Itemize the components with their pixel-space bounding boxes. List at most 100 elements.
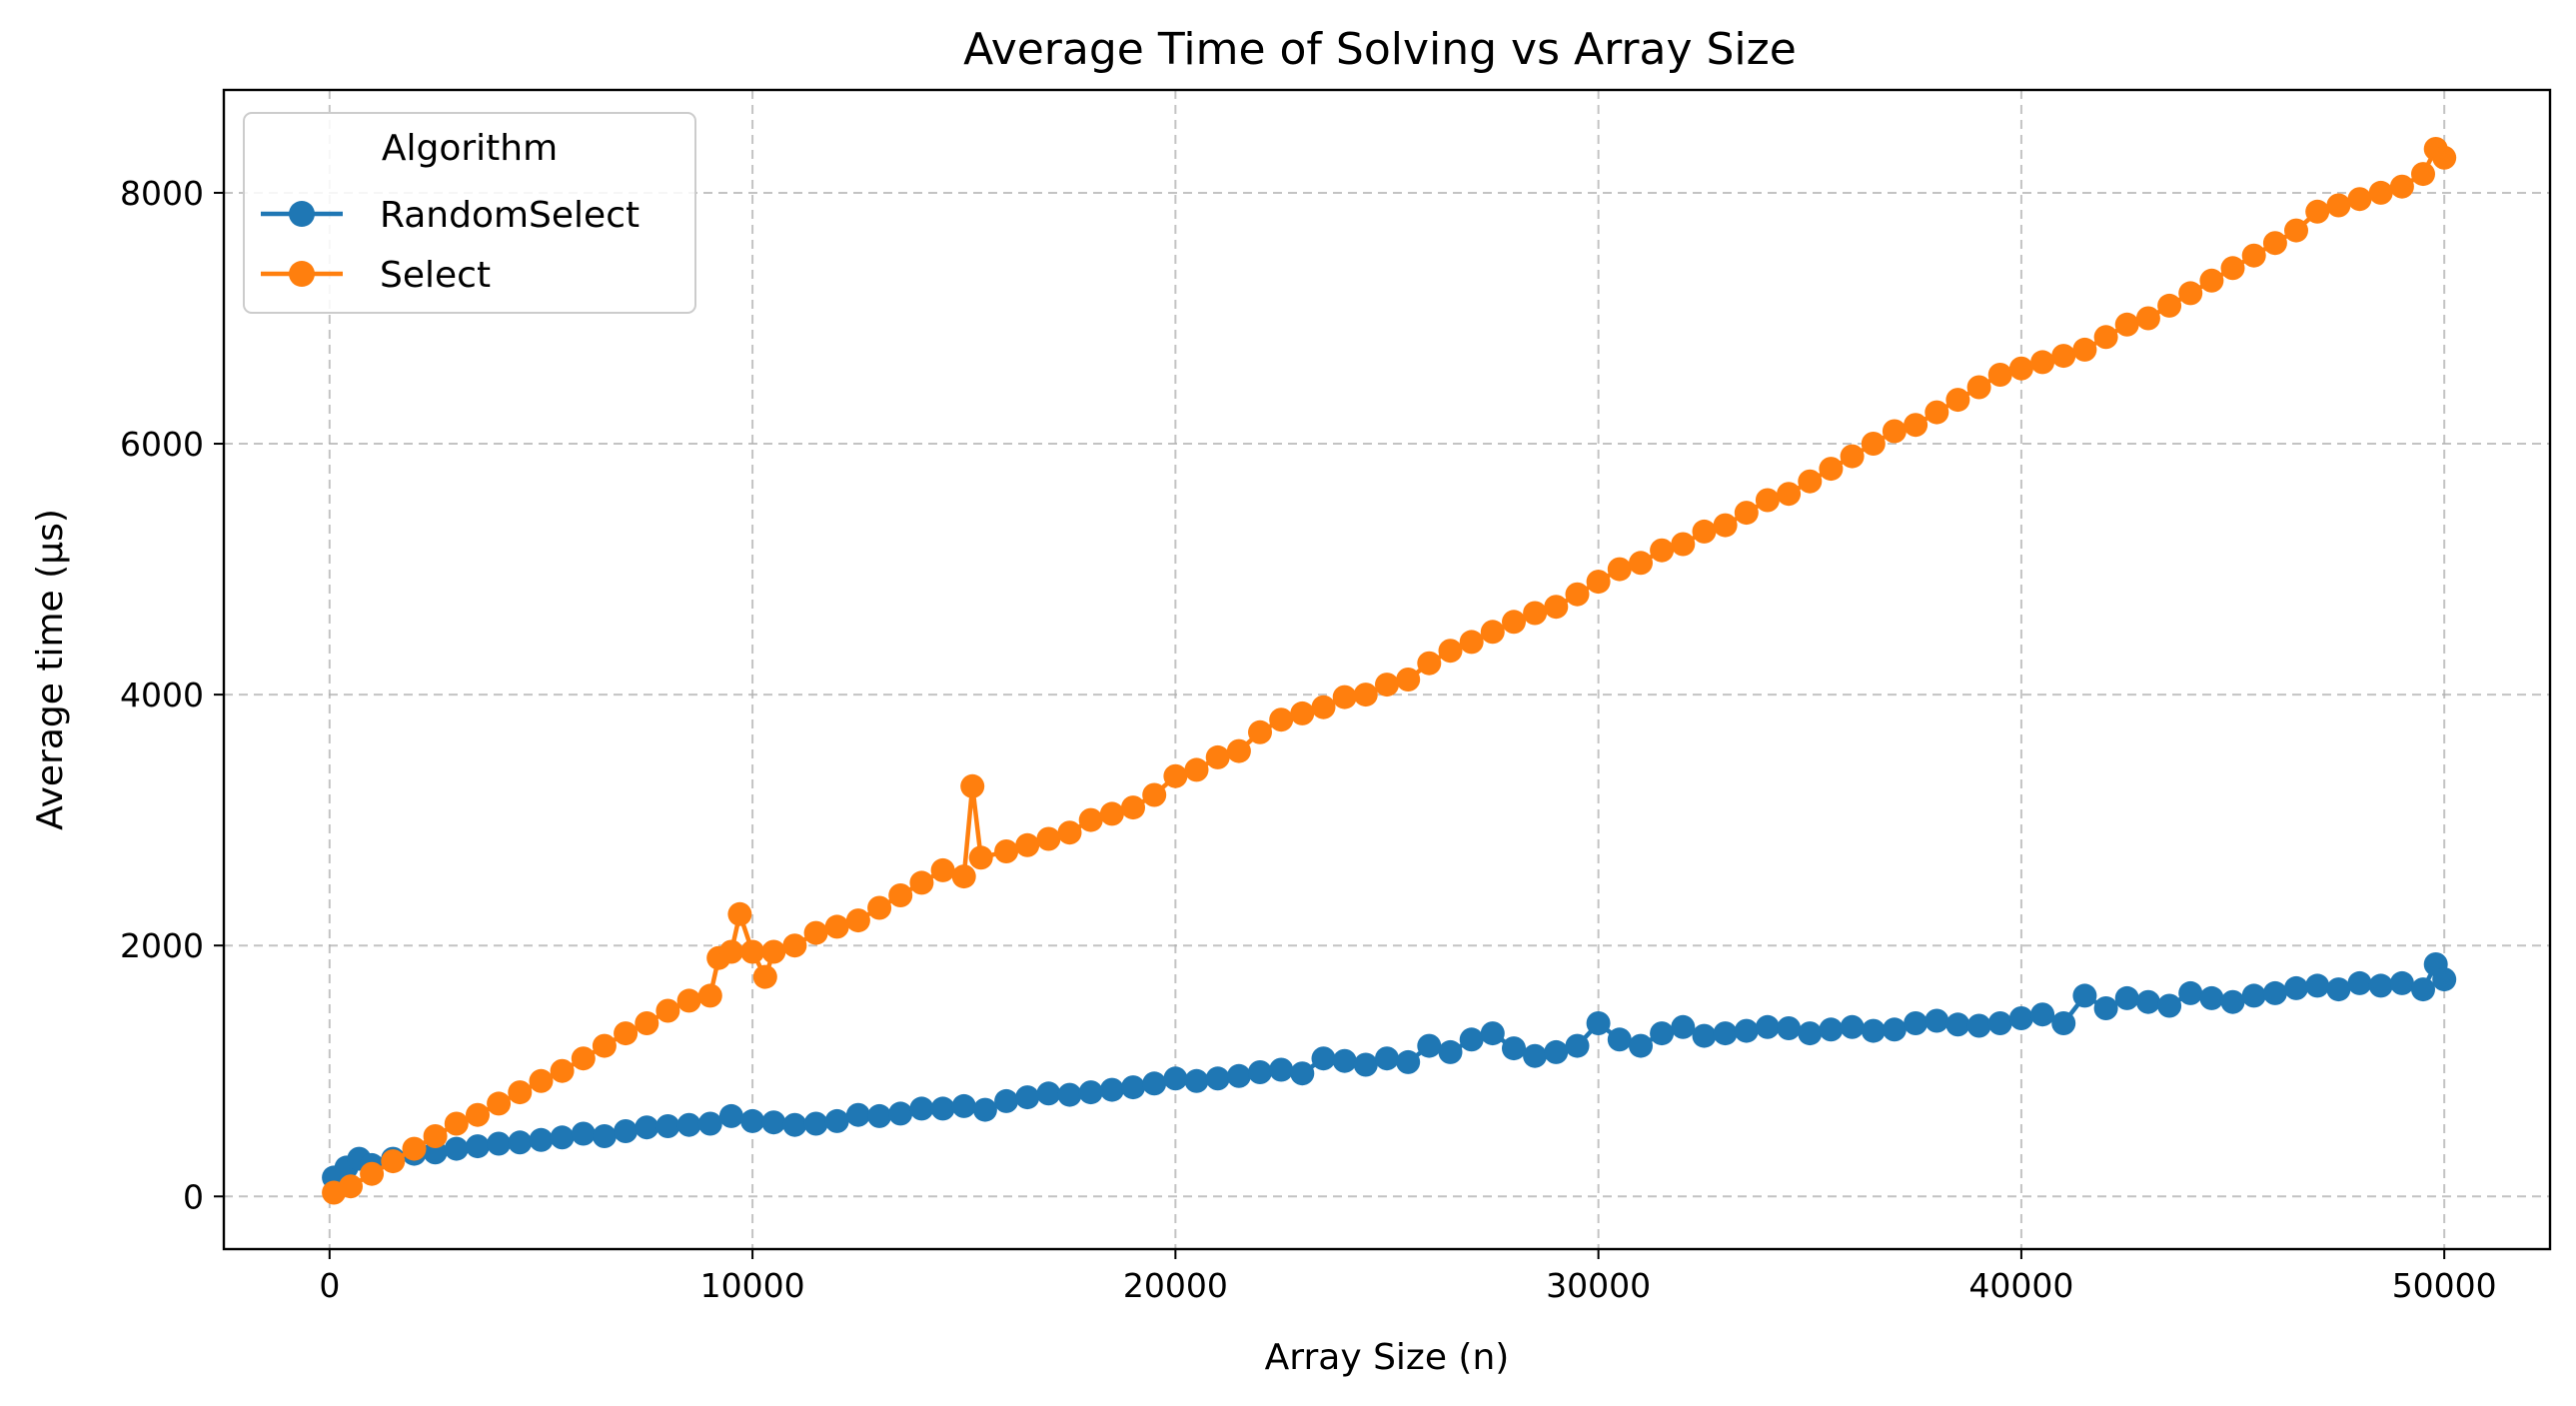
data-point-randomselect xyxy=(1607,1027,1632,1052)
data-point-randomselect xyxy=(1987,1011,2012,1035)
data-point-select xyxy=(2051,344,2076,369)
data-point-randomselect xyxy=(592,1124,617,1148)
data-point-randomselect xyxy=(1502,1036,1526,1061)
data-point-select xyxy=(2411,162,2435,187)
data-point-randomselect xyxy=(1650,1021,1675,1046)
data-point-select xyxy=(1353,683,1378,707)
data-point-randomselect xyxy=(972,1097,997,1122)
data-point-randomselect xyxy=(1036,1081,1061,1106)
data-point-select xyxy=(752,964,777,989)
data-point-randomselect xyxy=(2157,993,2182,1018)
data-point-select xyxy=(1798,469,1823,494)
data-point-randomselect xyxy=(697,1111,722,1136)
legend-marker-randomselect xyxy=(289,201,315,227)
data-point-select xyxy=(2284,218,2308,243)
plot-area-frame xyxy=(222,88,2552,1251)
data-point-select xyxy=(1650,538,1675,563)
data-point-randomselect xyxy=(1205,1066,1230,1091)
data-point-randomselect xyxy=(2389,970,2414,995)
data-point-randomselect xyxy=(1163,1066,1188,1091)
data-point-select xyxy=(381,1149,406,1174)
data-point-select xyxy=(1861,432,1886,456)
data-point-select xyxy=(867,895,892,920)
data-point-select xyxy=(444,1111,469,1136)
data-point-randomselect xyxy=(2072,983,2097,1008)
legend-entry-randomselect: RandomSelect xyxy=(261,195,640,236)
data-point-randomselect xyxy=(2262,980,2287,1005)
data-point-randomselect xyxy=(1099,1077,1124,1102)
data-point-randomselect xyxy=(2411,977,2435,1002)
data-point-select xyxy=(2199,268,2224,293)
data-point-select xyxy=(1226,738,1251,763)
data-point-select xyxy=(1396,668,1421,692)
data-point-randomselect xyxy=(2030,1002,2055,1027)
data-point-randomselect xyxy=(2008,1006,2033,1030)
data-point-randomselect xyxy=(867,1103,892,1128)
data-point-select xyxy=(1142,782,1167,807)
data-point-select xyxy=(1882,419,1907,444)
data-point-randomselect xyxy=(444,1136,469,1161)
data-point-select xyxy=(1205,744,1230,769)
data-point-randomselect xyxy=(1248,1060,1272,1084)
data-point-select xyxy=(1713,513,1738,538)
data-point-randomselect xyxy=(1480,1021,1505,1046)
data-point-randomselect xyxy=(1861,1018,1886,1043)
data-point-select xyxy=(1734,501,1759,526)
data-point-select xyxy=(571,1046,596,1071)
data-point-randomselect xyxy=(1713,1021,1738,1046)
data-point-randomselect xyxy=(740,1108,765,1133)
data-point-randomselect xyxy=(930,1096,955,1121)
data-point-select xyxy=(1565,582,1590,607)
data-point-randomselect xyxy=(1840,1014,1865,1039)
data-point-randomselect xyxy=(2199,985,2224,1010)
data-point-select xyxy=(1671,532,1696,557)
data-point-select xyxy=(740,939,765,964)
data-point-select xyxy=(1840,444,1865,469)
data-point-select xyxy=(635,1011,659,1035)
data-point-select xyxy=(1904,413,1929,438)
data-point-select xyxy=(761,939,786,964)
data-point-select xyxy=(1945,388,1970,413)
data-point-randomselect xyxy=(1417,1033,1442,1058)
data-point-randomselect xyxy=(1375,1046,1399,1071)
data-point-select xyxy=(1607,557,1632,582)
x-axis-label: Array Size (n) xyxy=(1265,1337,1510,1378)
data-point-randomselect xyxy=(614,1119,639,1143)
data-point-select xyxy=(1925,400,1949,425)
data-point-randomselect xyxy=(2432,967,2457,992)
legend-label-randomselect: RandomSelect xyxy=(380,195,640,236)
data-point-select xyxy=(909,870,934,895)
data-point-select xyxy=(697,983,722,1008)
data-point-select xyxy=(1184,757,1209,782)
data-point-randomselect xyxy=(1904,1011,1929,1035)
data-point-select xyxy=(1057,820,1082,845)
data-point-randomselect xyxy=(888,1101,913,1126)
data-point-randomselect xyxy=(1226,1063,1251,1088)
data-point-select xyxy=(1290,701,1315,725)
data-point-randomselect xyxy=(1945,1012,1970,1037)
data-point-randomselect xyxy=(761,1110,786,1135)
data-point-select xyxy=(1332,685,1357,709)
data-point-select xyxy=(2262,231,2287,256)
data-point-randomselect xyxy=(1332,1048,1357,1073)
data-point-randomselect xyxy=(1629,1033,1653,1058)
data-point-randomselect xyxy=(2114,985,2139,1010)
legend: Algorithm RandomSelect Select xyxy=(243,112,696,314)
data-point-select xyxy=(529,1068,554,1093)
legend-box xyxy=(243,112,696,314)
data-point-select xyxy=(1121,795,1145,820)
data-point-select xyxy=(2368,180,2393,205)
data-point-randomselect xyxy=(1269,1057,1294,1082)
x-tick-label: 50000 xyxy=(2392,1266,2497,1305)
data-point-randomselect xyxy=(2284,975,2308,1000)
data-point-randomselect xyxy=(2135,989,2160,1014)
data-point-select xyxy=(339,1174,363,1199)
data-point-randomselect xyxy=(2220,989,2245,1014)
data-point-select xyxy=(1966,375,1991,400)
data-point-randomselect xyxy=(529,1127,554,1152)
data-point-select xyxy=(423,1124,448,1148)
data-point-randomselect xyxy=(1142,1071,1167,1096)
y-tick-label: 2000 xyxy=(120,926,204,965)
data-point-randomselect xyxy=(466,1134,490,1159)
